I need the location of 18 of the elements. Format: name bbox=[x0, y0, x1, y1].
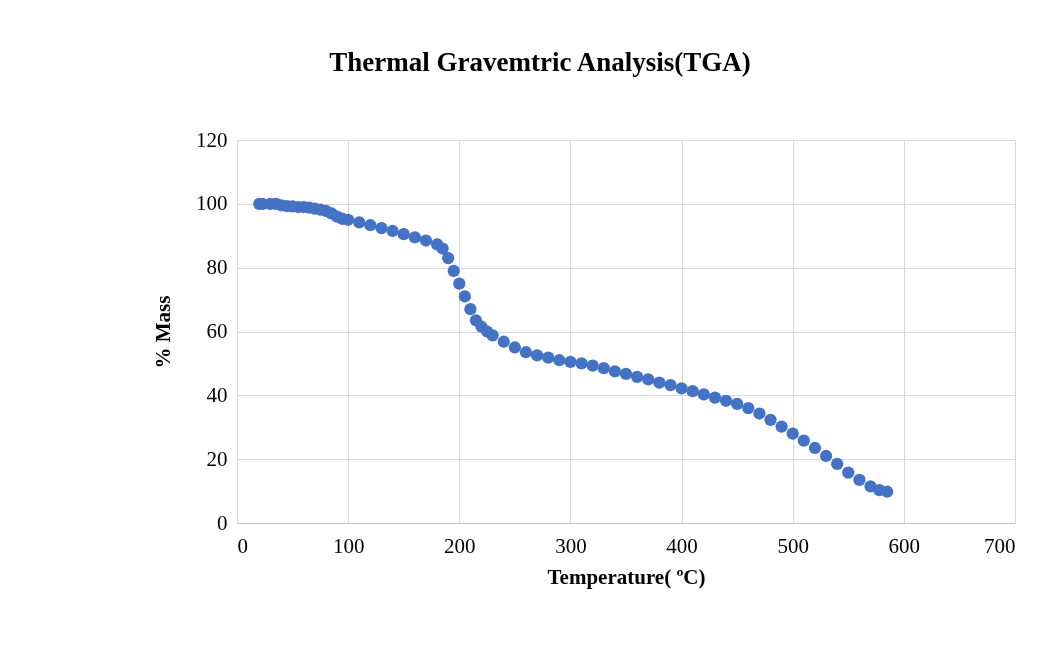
x-tick-label: 600 bbox=[888, 533, 921, 558]
y-tick-label: 60 bbox=[206, 319, 228, 343]
x-tick-label: 100 bbox=[332, 533, 365, 558]
x-tick-label: 200 bbox=[444, 533, 476, 558]
x-tick-label: 700 bbox=[984, 533, 1016, 558]
x-tick-label: 0 bbox=[237, 533, 248, 558]
y-tick-label: 40 bbox=[206, 382, 228, 407]
y-tick-label: 100 bbox=[196, 191, 228, 216]
x-tick-label: 300 bbox=[555, 533, 587, 558]
chart-title: Thermal Gravemtric Analysis(TGA) bbox=[329, 47, 751, 77]
x-axis-title: Temperature( ºC) bbox=[547, 564, 706, 589]
y-tick-label: 120 bbox=[196, 127, 228, 152]
x-tick-label: 400 bbox=[666, 533, 698, 558]
y-tick-label: 80 bbox=[206, 255, 228, 280]
y-axis-title: % Mass bbox=[151, 295, 175, 369]
x-tick-label: 500 bbox=[777, 533, 809, 558]
y-tick-label: 0 bbox=[217, 510, 228, 535]
y-tick-label: 20 bbox=[206, 446, 228, 471]
